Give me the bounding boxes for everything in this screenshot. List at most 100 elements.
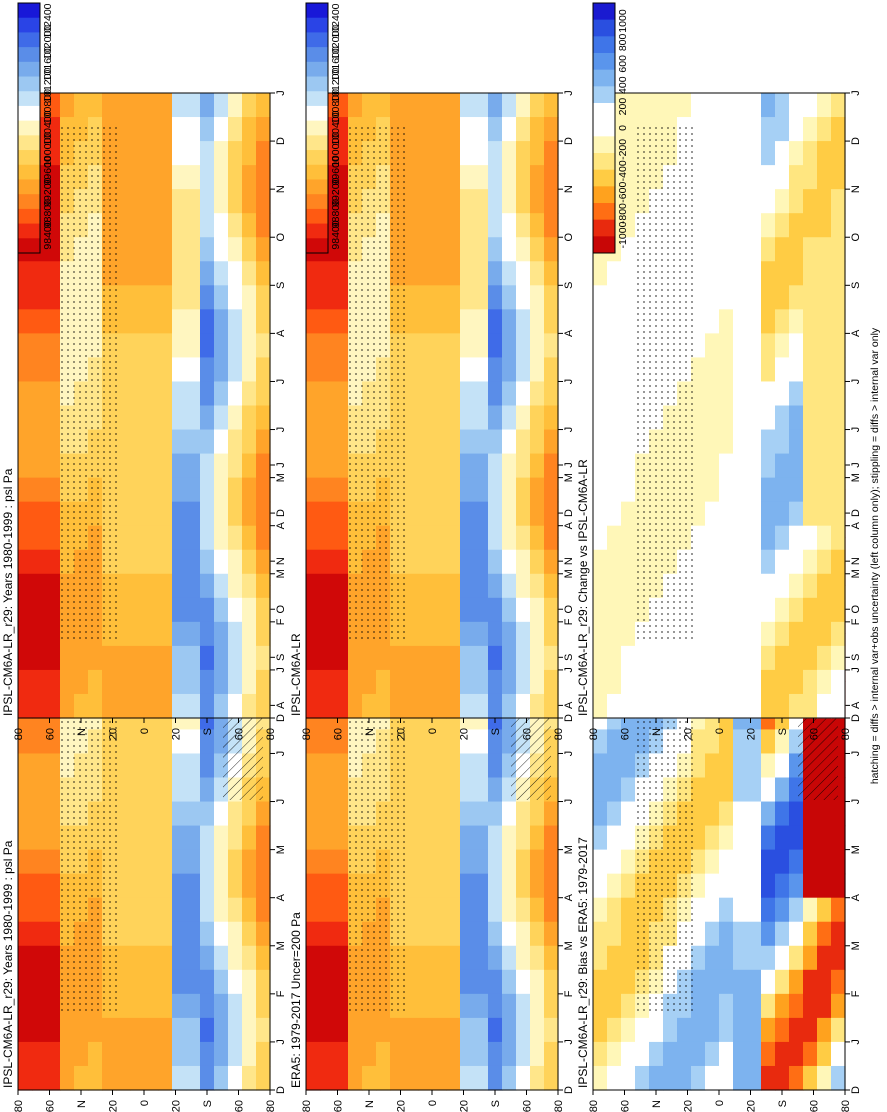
y-tick-label: 20 bbox=[746, 728, 758, 740]
heatmap-cell bbox=[607, 897, 622, 923]
heatmap-cell bbox=[831, 801, 846, 827]
heatmap-cell bbox=[334, 897, 349, 923]
heatmap-cell bbox=[761, 501, 776, 527]
heatmap-cell bbox=[88, 693, 103, 719]
heatmap-cell bbox=[803, 285, 818, 310]
heatmap-cell bbox=[747, 477, 762, 503]
heatmap-cell bbox=[488, 993, 503, 1019]
heatmap-cell bbox=[214, 309, 229, 334]
heatmap-cell bbox=[228, 501, 243, 527]
heatmap-cell bbox=[432, 405, 447, 431]
heatmap-cell bbox=[348, 1065, 363, 1091]
heatmap-cell bbox=[306, 753, 321, 779]
x-tick-label: N bbox=[275, 557, 287, 565]
heatmap-cell bbox=[200, 237, 215, 262]
heatmap-cell bbox=[530, 285, 545, 310]
heatmap-cell bbox=[817, 525, 832, 551]
heatmap-cell bbox=[691, 897, 706, 923]
heatmap-cell bbox=[60, 1065, 75, 1091]
heatmap-cell bbox=[691, 693, 706, 719]
heatmap-cell bbox=[460, 261, 475, 286]
heatmap-cell bbox=[46, 381, 61, 407]
heatmap-cell bbox=[719, 189, 734, 214]
heatmap-cell bbox=[320, 693, 335, 719]
heatmap-cell bbox=[144, 189, 159, 214]
heatmap-cell bbox=[46, 621, 61, 647]
heatmap-cell bbox=[488, 357, 503, 383]
heatmap-cell bbox=[747, 873, 762, 899]
heatmap-cell bbox=[593, 285, 608, 310]
heatmap-cell bbox=[803, 525, 818, 551]
heatmap-cell bbox=[432, 237, 447, 262]
heatmap-cell bbox=[172, 501, 187, 527]
heatmap-cell bbox=[116, 357, 131, 383]
heatmap-cell bbox=[32, 261, 47, 286]
x-tick-label: S bbox=[563, 282, 575, 289]
heatmap-cell bbox=[607, 945, 622, 971]
heatmap-cell bbox=[242, 849, 257, 875]
heatmap-cell bbox=[761, 993, 776, 1019]
heatmap-cell bbox=[32, 381, 47, 407]
heatmap-cell bbox=[200, 573, 215, 599]
heatmap-cell bbox=[390, 93, 405, 118]
colorbar-swatch bbox=[593, 119, 615, 137]
heatmap-cell bbox=[214, 669, 229, 695]
heatmap-cell bbox=[186, 213, 201, 238]
y-tick-label: 0 bbox=[139, 728, 151, 734]
heatmap-cell bbox=[621, 777, 636, 803]
heatmap-cell bbox=[502, 873, 517, 899]
heatmap-cell bbox=[747, 429, 762, 455]
heatmap-cell bbox=[306, 285, 321, 310]
colorbar-label: 100000 bbox=[330, 132, 342, 167]
heatmap-cell bbox=[530, 333, 545, 359]
heatmap-cell bbox=[460, 189, 475, 214]
heatmap-cell bbox=[404, 333, 419, 359]
heatmap-cell bbox=[228, 189, 243, 214]
heatmap-cell bbox=[158, 501, 173, 527]
y-tick-label: 60 bbox=[45, 1100, 57, 1112]
heatmap-cell bbox=[474, 825, 489, 851]
heatmap-cell bbox=[691, 849, 706, 875]
heatmap-cell bbox=[18, 945, 33, 971]
heatmap-cell bbox=[733, 117, 748, 142]
heatmap-cell bbox=[446, 825, 461, 851]
colorbar-label: 98400 bbox=[42, 220, 54, 249]
heatmap-cell bbox=[256, 693, 271, 719]
heatmap-cell bbox=[460, 429, 475, 455]
heatmap-cell bbox=[691, 117, 706, 142]
heatmap-cell bbox=[242, 1065, 257, 1091]
heatmap-cell bbox=[46, 597, 61, 623]
heatmap-cell bbox=[460, 405, 475, 431]
heatmap-cell bbox=[446, 501, 461, 527]
heatmap-cell bbox=[228, 549, 243, 575]
heatmap-cell bbox=[144, 1041, 159, 1067]
heatmap-cell bbox=[306, 1017, 321, 1043]
heatmap-cell bbox=[761, 357, 776, 383]
y-tick-label: N bbox=[364, 728, 376, 736]
heatmap-cell bbox=[418, 501, 433, 527]
heatmap-cell bbox=[733, 309, 748, 334]
heatmap-cell bbox=[116, 141, 131, 166]
heatmap-cell bbox=[719, 477, 734, 503]
heatmap-cell bbox=[418, 477, 433, 503]
heatmap-cell bbox=[817, 549, 832, 575]
heatmap-cell bbox=[474, 477, 489, 503]
heatmap-cell bbox=[432, 117, 447, 142]
heatmap-cell bbox=[228, 693, 243, 719]
heatmap-cell bbox=[334, 501, 349, 527]
x-tick-label: A bbox=[850, 701, 862, 709]
x-tick-label: M bbox=[275, 941, 287, 950]
heatmap-cell bbox=[186, 357, 201, 383]
heatmap-cell bbox=[404, 237, 419, 262]
heatmap-cell bbox=[530, 165, 545, 190]
heatmap-cell bbox=[446, 261, 461, 286]
heatmap-cell bbox=[460, 1017, 475, 1043]
heatmap-cell bbox=[46, 669, 61, 695]
heatmap-cell bbox=[130, 777, 145, 803]
heatmap-cell bbox=[404, 429, 419, 455]
heatmap-cell bbox=[544, 453, 559, 479]
heatmap-cell bbox=[775, 261, 790, 286]
heatmap-cell bbox=[691, 381, 706, 407]
colorbar-label: -200 bbox=[617, 139, 629, 160]
heatmap-cell bbox=[32, 549, 47, 575]
